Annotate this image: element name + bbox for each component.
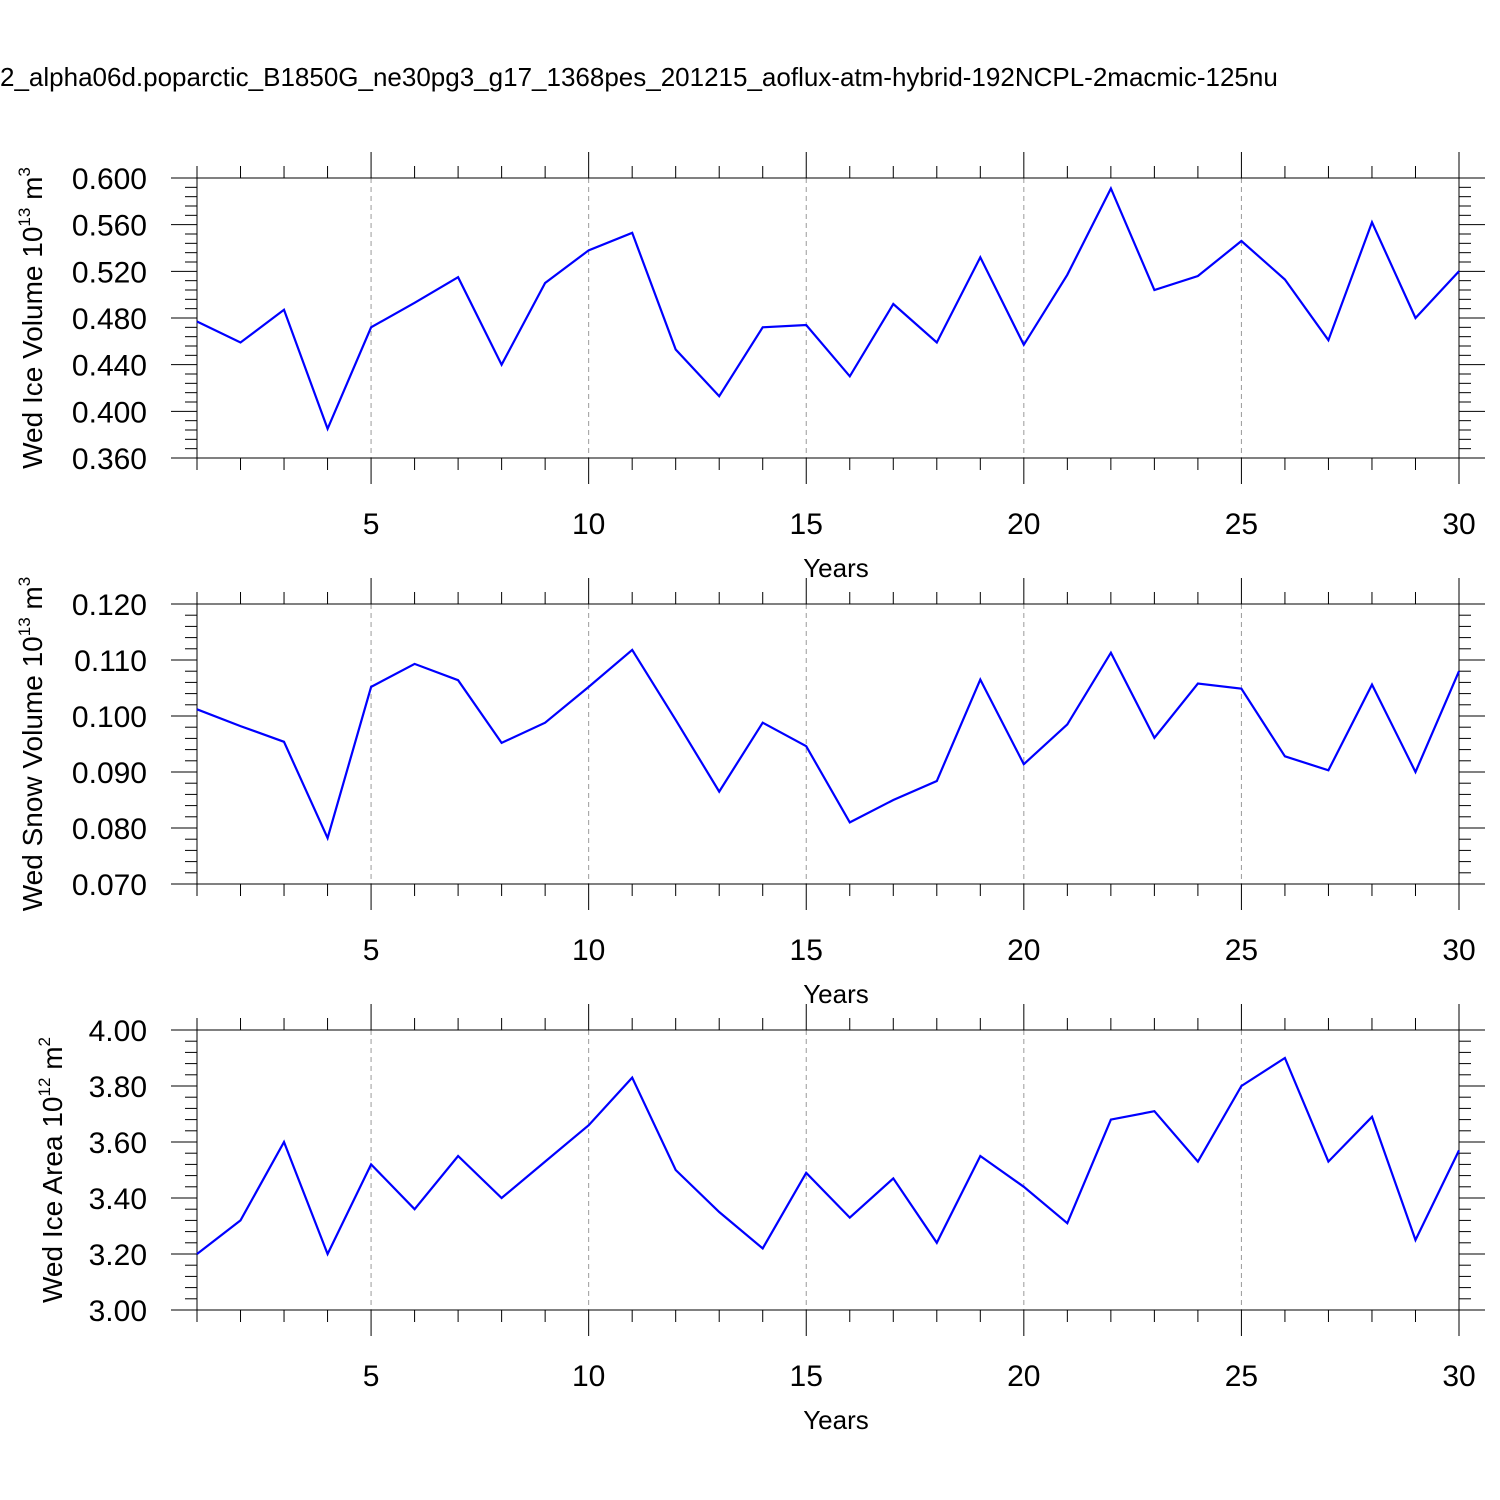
chart-panel-2: 5 10 15 20 25 30 0.070 0.080 0.090 0.100 0.110 0.12… bbox=[15, 577, 1485, 1009]
y-tick-label: 0.100 bbox=[72, 701, 147, 734]
series-line bbox=[196, 185, 1460, 432]
y-tick-label: 0.080 bbox=[72, 813, 147, 846]
chart-panel-3: 5 10 15 20 25 30 3.00 3.20 3.40 3.60 3.80 4.00 Years… bbox=[35, 1004, 1485, 1435]
x-tick-label: 15 bbox=[790, 508, 823, 541]
x-tick-label: 5 bbox=[363, 508, 380, 541]
x-tick-label: 30 bbox=[1442, 934, 1475, 967]
x-tick-label: 20 bbox=[1007, 508, 1040, 541]
x-tick-label: 5 bbox=[363, 934, 380, 967]
y-tick-label: 3.80 bbox=[89, 1071, 147, 1104]
series-line bbox=[196, 648, 1461, 842]
x-tick-label: 10 bbox=[572, 1360, 605, 1393]
x-tick-label: 20 bbox=[1007, 934, 1040, 967]
x-tick-label: 15 bbox=[790, 934, 823, 967]
y-tick-label: 0.440 bbox=[72, 350, 147, 383]
x-tick-label: 10 bbox=[572, 934, 605, 967]
x-tick-label: 20 bbox=[1007, 1360, 1040, 1393]
y-axis-label: Wed Ice Volume 1013 m3 bbox=[15, 167, 48, 469]
x-tick-label: 25 bbox=[1225, 508, 1258, 541]
y-tick-label: 3.40 bbox=[89, 1183, 147, 1216]
y-tick-label: 0.090 bbox=[72, 757, 147, 790]
y-tick-label: 0.560 bbox=[72, 210, 147, 243]
x-axis-label: Years bbox=[803, 553, 869, 583]
y-tick-label: 0.600 bbox=[72, 163, 147, 196]
y-axis-label: Wed Snow Volume 1013 m3 bbox=[15, 577, 48, 911]
series-line bbox=[196, 1056, 1460, 1257]
y-tick-label: 0.120 bbox=[72, 589, 147, 622]
y-tick-label: 0.110 bbox=[74, 645, 147, 678]
chart-panels: 5 10 15 20 25 30 0.360 0.400 0.440 0.480 0.520 0.56… bbox=[15, 152, 1485, 1435]
x-tick-label: 5 bbox=[363, 1360, 380, 1393]
x-axis-label: Years bbox=[803, 979, 869, 1009]
y-tick-label: 3.60 bbox=[89, 1127, 147, 1160]
x-tick-label: 25 bbox=[1225, 1360, 1258, 1393]
chart-panel-1: 5 10 15 20 25 30 0.360 0.400 0.440 0.480 0.520 0.56… bbox=[15, 152, 1485, 583]
y-tick-label: 3.20 bbox=[89, 1239, 147, 1272]
y-axis-label: Wed Ice Area 1012 m2 bbox=[35, 1037, 68, 1303]
x-tick-label: 15 bbox=[790, 1360, 823, 1393]
x-tick-label: 10 bbox=[572, 508, 605, 541]
y-tick-label: 0.070 bbox=[72, 869, 147, 902]
y-tick-label: 0.480 bbox=[72, 303, 147, 336]
x-tick-label: 25 bbox=[1225, 934, 1258, 967]
plot-frame bbox=[196, 1029, 1460, 1311]
figure-title: 2_alpha06d.poparctic_B1850G_ne30pg3_g17_… bbox=[0, 62, 1278, 92]
y-tick-label: 0.400 bbox=[72, 396, 147, 429]
y-tick-label: 0.360 bbox=[72, 443, 147, 476]
y-tick-label: 3.00 bbox=[89, 1295, 147, 1328]
x-tick-label: 30 bbox=[1442, 1360, 1475, 1393]
plot-frame bbox=[196, 603, 1460, 885]
y-tick-label: 0.520 bbox=[72, 256, 147, 289]
y-tick-label: 4.00 bbox=[89, 1015, 147, 1048]
x-axis-label: Years bbox=[803, 1405, 869, 1435]
x-tick-label: 30 bbox=[1442, 508, 1475, 541]
